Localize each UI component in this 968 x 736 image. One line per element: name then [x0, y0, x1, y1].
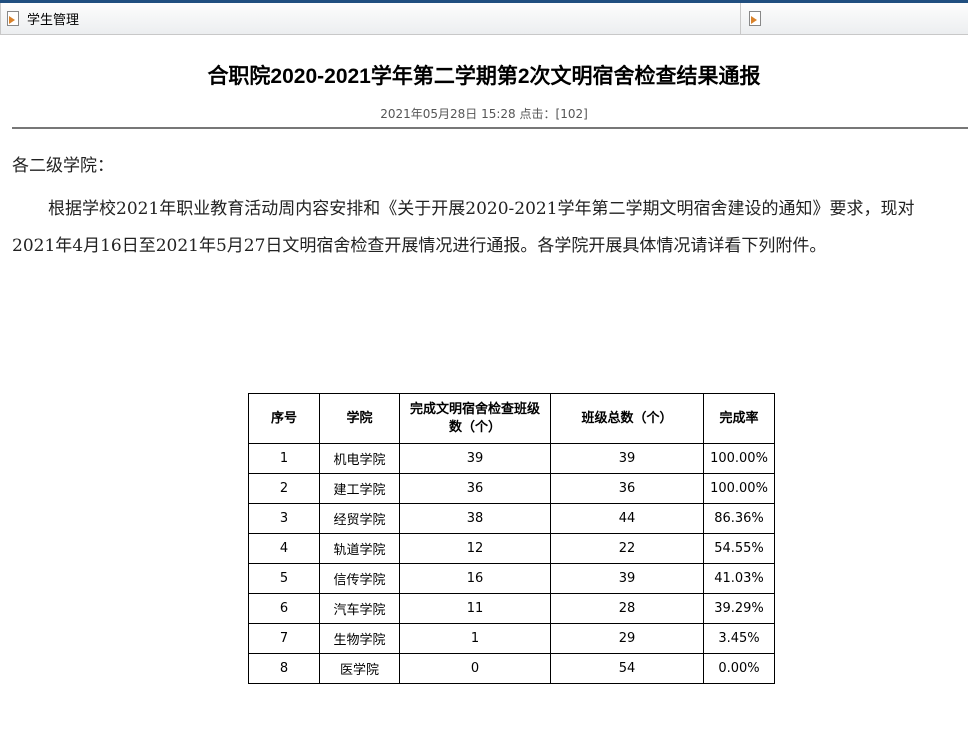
table-row: 7 生物学院 1 29 3.45% [248, 623, 775, 654]
article-title: 合职院2020-2021学年第二学期第2次文明宿舍检查结果通报 [207, 65, 761, 88]
row-total: 28 [550, 593, 704, 624]
title-divider [12, 127, 968, 129]
header-total: 班级总数（个） [550, 393, 704, 444]
row-index: 6 [248, 593, 320, 624]
tab-second[interactable] [749, 3, 769, 34]
table-row: 5 信传学院 16 39 41.03% [248, 563, 775, 594]
row-rate: 3.45% [703, 623, 775, 654]
row-rate: 39.29% [703, 593, 775, 624]
row-rate: 0.00% [703, 653, 775, 684]
row-total: 39 [550, 443, 704, 474]
row-college: 汽车学院 [319, 593, 400, 624]
row-index: 5 [248, 563, 320, 594]
table-row: 6 汽车学院 11 28 39.29% [248, 593, 775, 624]
row-total: 54 [550, 653, 704, 684]
row-completed: 38 [399, 503, 551, 534]
row-college: 机电学院 [319, 443, 400, 474]
row-completed: 1 [399, 623, 551, 654]
row-total: 36 [550, 473, 704, 504]
header-completed: 完成文明宿舍检查班级数（个） [399, 393, 551, 444]
row-rate: 54.55% [703, 533, 775, 564]
row-rate: 100.00% [703, 473, 775, 504]
row-college: 建工学院 [319, 473, 400, 504]
row-total: 22 [550, 533, 704, 564]
header-college: 学院 [319, 393, 400, 444]
row-rate: 41.03% [703, 563, 775, 594]
row-completed: 36 [399, 473, 551, 504]
row-completed: 16 [399, 563, 551, 594]
row-total: 39 [550, 563, 704, 594]
row-rate: 100.00% [703, 443, 775, 474]
table-row: 3 经贸学院 38 44 86.36% [248, 503, 775, 534]
table-row: 8 医学院 0 54 0.00% [248, 653, 775, 684]
row-index: 2 [248, 473, 320, 504]
row-index: 7 [248, 623, 320, 654]
page-icon [7, 11, 19, 26]
row-college: 轨道学院 [319, 533, 400, 564]
row-index: 4 [248, 533, 320, 564]
tab-divider [740, 3, 741, 34]
table-row: 1 机电学院 39 39 100.00% [248, 443, 775, 474]
row-completed: 39 [399, 443, 551, 474]
header-rate: 完成率 [703, 393, 775, 444]
row-rate: 86.36% [703, 503, 775, 534]
page-icon [749, 11, 761, 26]
article-body: 各二级学院： 根据学校2021年职业教育活动周内容安排和《关于开展2020-20… [12, 148, 957, 265]
row-college: 生物学院 [319, 623, 400, 654]
row-college: 经贸学院 [319, 503, 400, 534]
body-paragraph: 根据学校2021年职业教育活动周内容安排和《关于开展2020-2021学年第二学… [12, 199, 915, 256]
tab-student-management[interactable]: 学生管理 [7, 3, 79, 34]
row-college: 信传学院 [319, 563, 400, 594]
row-total: 44 [550, 503, 704, 534]
top-accent-line [0, 0, 968, 3]
article-meta: 2021年05月28日 15:28 点击：[102] [380, 107, 588, 121]
row-college: 医学院 [319, 653, 400, 684]
row-completed: 0 [399, 653, 551, 684]
row-completed: 11 [399, 593, 551, 624]
table-row: 4 轨道学院 12 22 54.55% [248, 533, 775, 564]
table-row: 2 建工学院 36 36 100.00% [248, 473, 775, 504]
row-index: 1 [248, 443, 320, 474]
row-completed: 12 [399, 533, 551, 564]
tab-label: 学生管理 [27, 13, 80, 28]
table-header-row: 序号 学院 完成文明宿舍检查班级数（个） 班级总数（个） 完成率 [248, 393, 775, 444]
salutation: 各二级学院： [12, 156, 114, 176]
tab-bar: 学生管理 [0, 3, 968, 35]
results-table: 序号 学院 完成文明宿舍检查班级数（个） 班级总数（个） 完成率 1 机电学院 39… [248, 393, 775, 684]
header-index: 序号 [248, 393, 320, 444]
row-index: 8 [248, 653, 320, 684]
row-index: 3 [248, 503, 320, 534]
row-total: 29 [550, 623, 704, 654]
